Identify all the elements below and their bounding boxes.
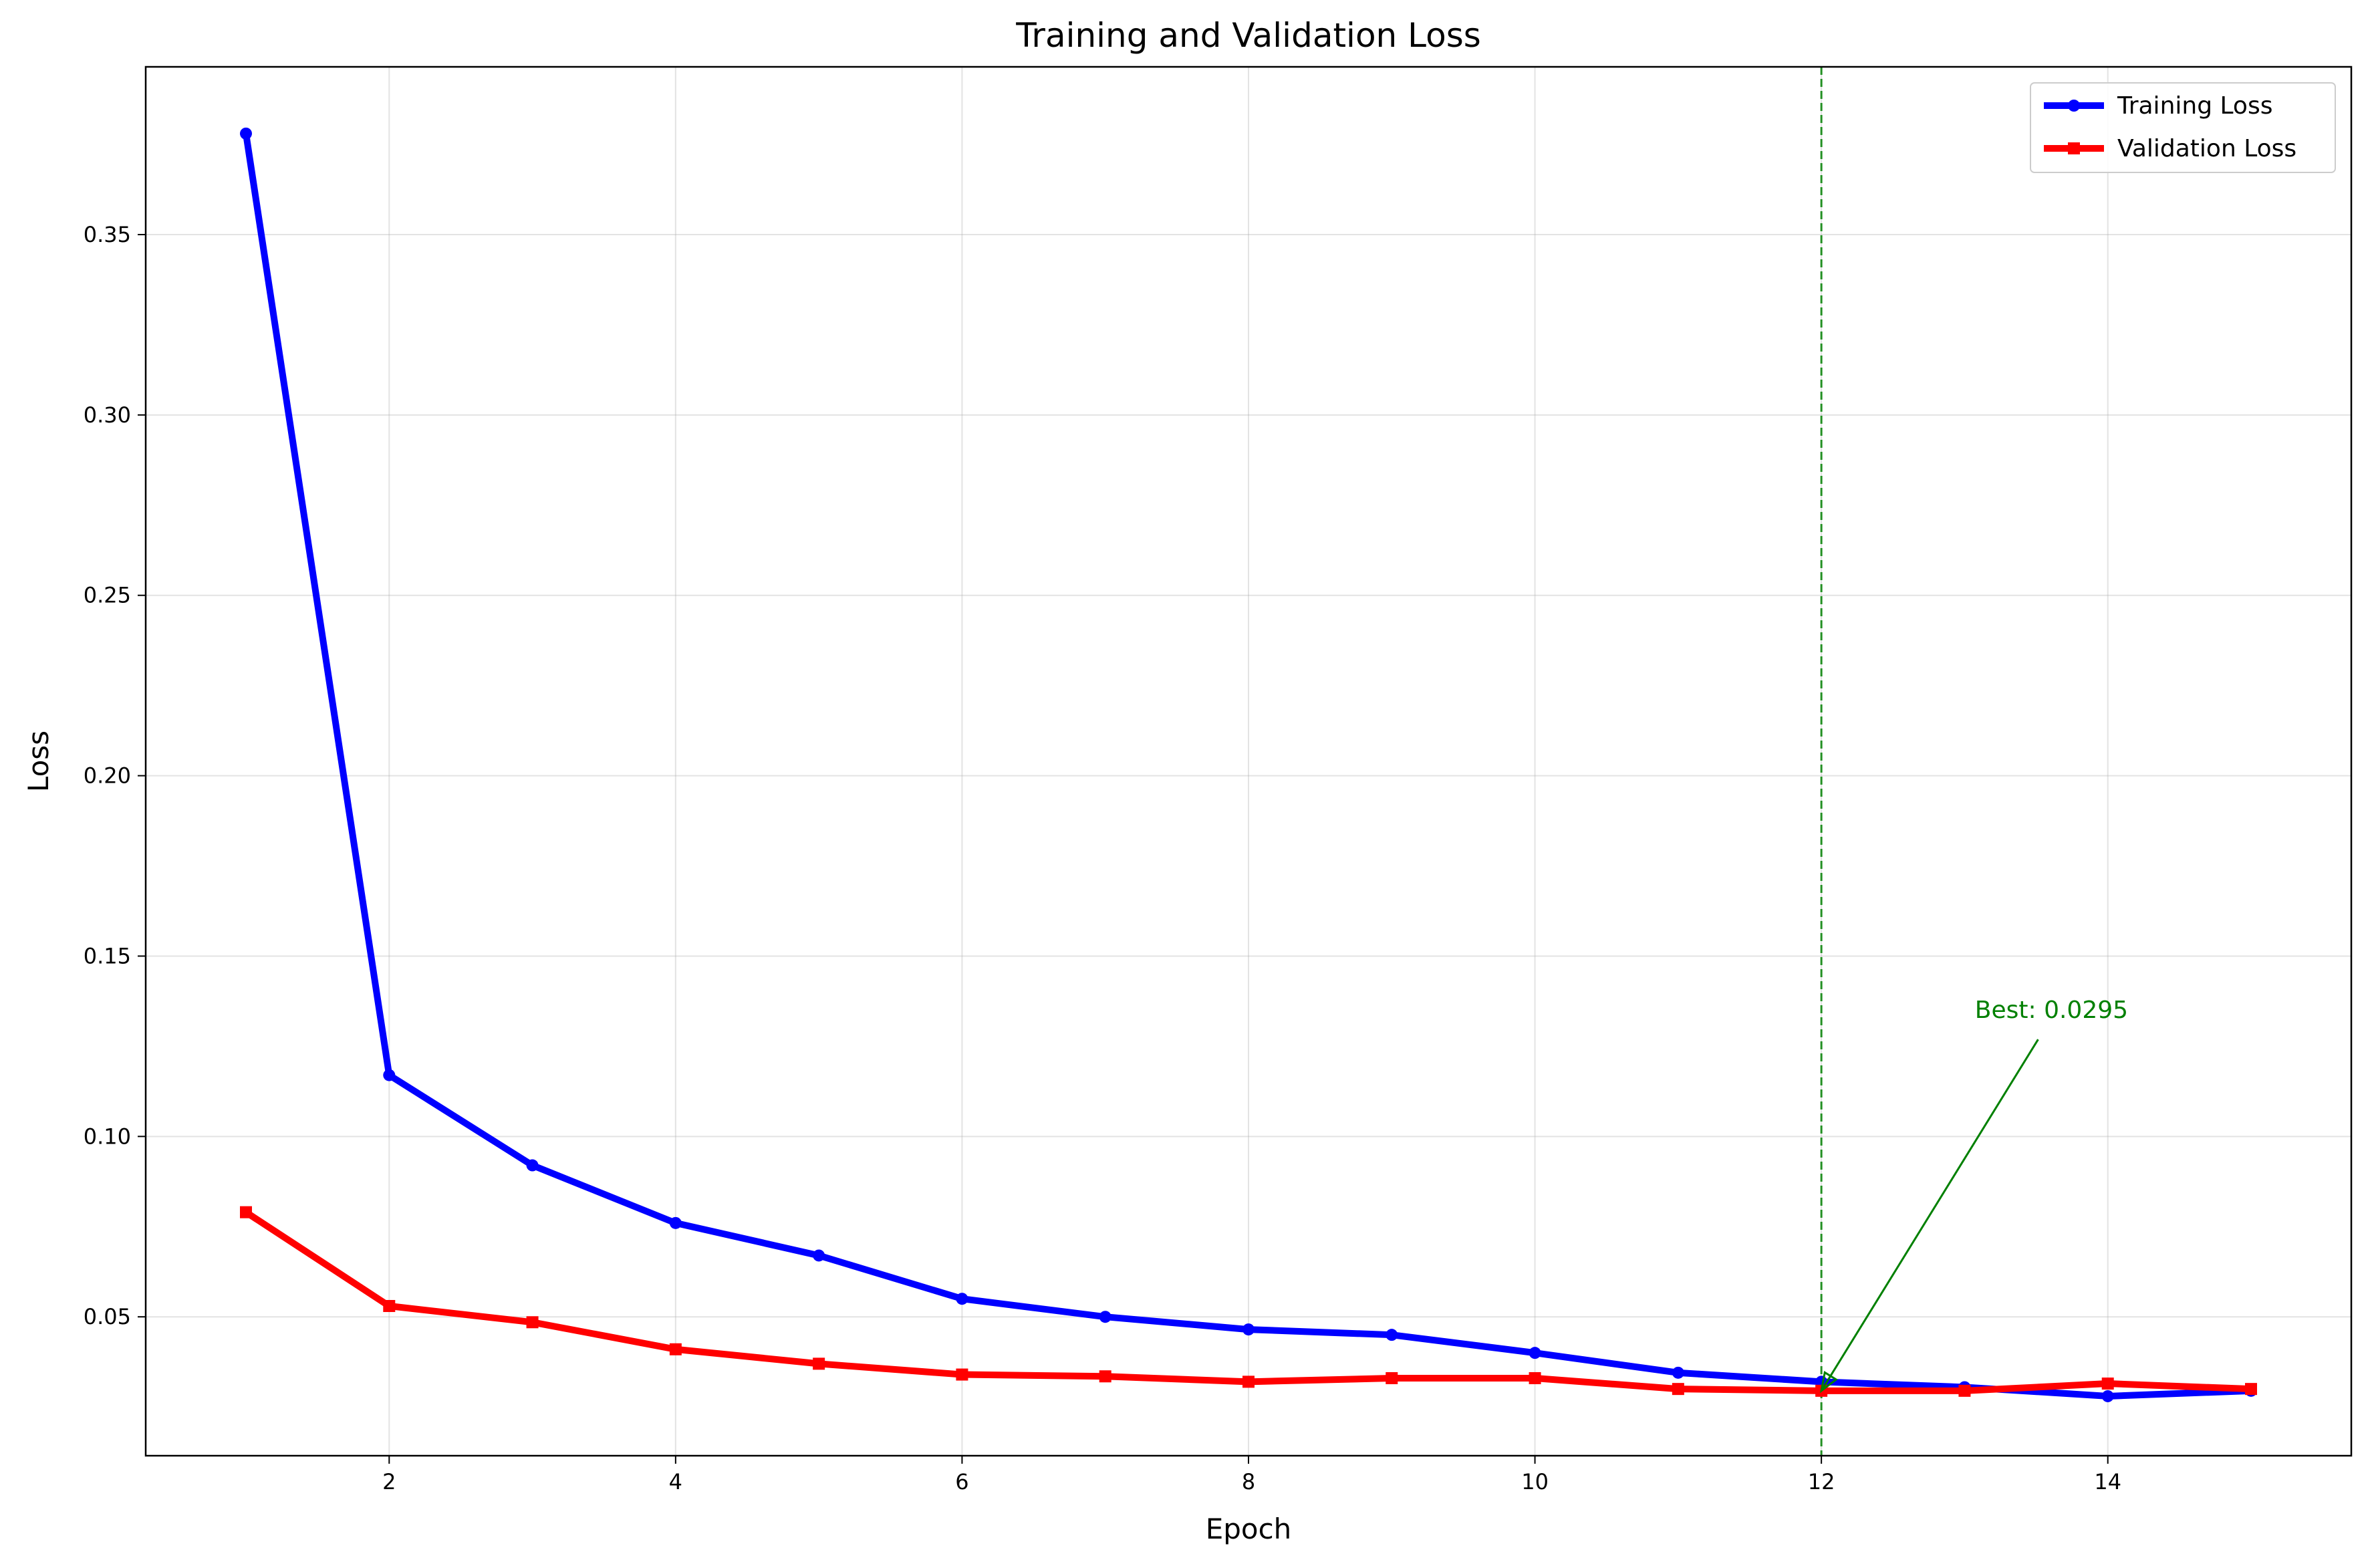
data-point [1672, 1366, 1684, 1379]
legend-label: Validation Loss [2117, 135, 2296, 162]
annotation-arrowhead [1819, 1371, 1838, 1394]
x-axis-title: Epoch [1206, 1513, 1292, 1545]
legend: Training Loss Validation Loss [2030, 82, 2336, 173]
data-point [383, 1300, 396, 1313]
best-annotation: Best: 0.0295 [1819, 997, 2128, 1394]
data-point [1386, 1371, 1398, 1384]
data-point [1242, 1323, 1255, 1336]
legend-entry: Training Loss [2044, 92, 2272, 120]
x-tick-label: 10 [1521, 1469, 1549, 1494]
data-point [1099, 1311, 1111, 1323]
y-tick-label: 0.15 [84, 943, 131, 968]
data-point [1386, 1329, 1398, 1341]
series-validation-loss [240, 1206, 2257, 1397]
annotation-arrow [1820, 1039, 2039, 1392]
data-point [669, 1343, 682, 1355]
x-tick-label: 12 [1808, 1469, 1835, 1494]
data-point [1099, 1370, 1111, 1383]
legend-entry: Validation Loss [2044, 135, 2296, 162]
y-tick-label: 0.25 [84, 583, 131, 608]
data-point [1529, 1371, 1541, 1384]
y-tick-label: 0.30 [84, 402, 131, 428]
data-point [2101, 1390, 2114, 1402]
data-point [526, 1159, 539, 1172]
y-tick-label: 0.35 [84, 222, 131, 247]
x-tick-label: 4 [669, 1469, 682, 1494]
data-point [1958, 1384, 1971, 1397]
legend-marker [2068, 100, 2080, 112]
data-point [669, 1216, 682, 1229]
y-tick-label: 0.20 [84, 763, 131, 789]
legend-marker [2068, 142, 2080, 154]
data-point [956, 1368, 968, 1381]
data-point [526, 1316, 539, 1329]
x-tick-label: 8 [1242, 1469, 1255, 1494]
data-point [813, 1357, 825, 1370]
data-point [383, 1069, 396, 1081]
y-tick-label: 0.10 [84, 1124, 131, 1149]
data-point [813, 1249, 825, 1262]
data-point [1672, 1383, 1684, 1396]
axis-ticks: 2 4 6 8 10 12 14 0.05 0.10 0.15 0.20 0.25 0.30 0.35 [84, 222, 2121, 1494]
data-point [956, 1293, 968, 1305]
data-point [1529, 1347, 1541, 1359]
x-tick-label: 14 [2094, 1469, 2121, 1494]
y-axis-title: Loss [22, 731, 55, 792]
legend-label: Training Loss [2117, 92, 2272, 120]
annotation-text: Best: 0.0295 [1975, 997, 2128, 1024]
legend-box [2030, 82, 2336, 173]
data-point [1242, 1376, 1255, 1388]
x-tick-label: 2 [382, 1469, 396, 1494]
chart-title: Training and Validation Loss [1015, 16, 1481, 55]
y-tick-label: 0.05 [84, 1304, 131, 1329]
data-point [240, 1206, 252, 1218]
data-point [2245, 1383, 2257, 1396]
data-point [240, 127, 252, 140]
x-tick-label: 6 [955, 1469, 968, 1494]
data-point [2101, 1378, 2114, 1390]
